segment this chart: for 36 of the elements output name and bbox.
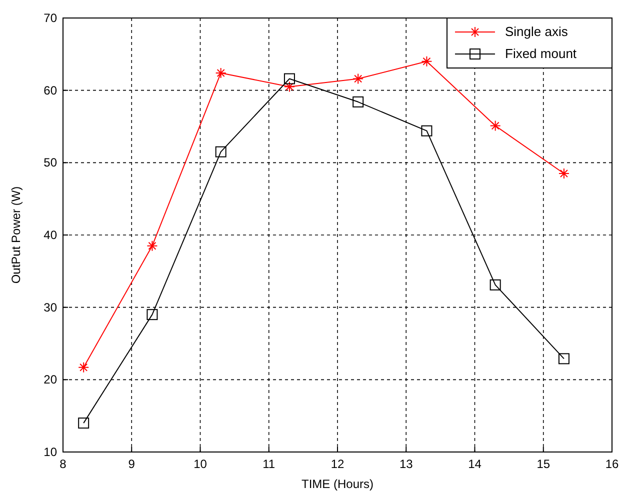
x-tick-label: 15 xyxy=(536,457,550,471)
x-tick-label: 13 xyxy=(399,457,414,471)
point xyxy=(284,73,295,84)
point xyxy=(558,168,570,180)
point xyxy=(558,353,570,364)
x-tick-label: 14 xyxy=(468,457,482,471)
x-tick-label: 10 xyxy=(194,457,208,471)
x-tick-label: 11 xyxy=(262,457,276,471)
legend-label: Single axis xyxy=(505,24,568,39)
y-axis-title: OutPut Power (W) xyxy=(9,186,23,284)
y-tick-label: 50 xyxy=(44,156,58,170)
point xyxy=(215,67,226,78)
legend-label: Fixed mount xyxy=(505,46,577,61)
x-tick-label: 12 xyxy=(330,457,344,471)
y-tick-label: 60 xyxy=(44,83,58,98)
point xyxy=(490,279,501,290)
point xyxy=(352,73,364,84)
y-tick-label: 20 xyxy=(44,372,58,387)
point xyxy=(78,362,90,373)
point xyxy=(421,56,432,67)
x-tick-label: 9 xyxy=(128,457,136,471)
point xyxy=(352,96,364,108)
point xyxy=(284,81,295,92)
x-tick-label: 8 xyxy=(60,457,67,471)
y-tick-label: 30 xyxy=(44,300,58,314)
point xyxy=(146,309,158,320)
point xyxy=(490,120,501,132)
point xyxy=(146,240,158,252)
y-tick-label: 10 xyxy=(44,445,58,459)
point xyxy=(215,146,226,158)
y-tick-label: 70 xyxy=(44,11,58,25)
y-tick-label: 40 xyxy=(44,228,58,242)
x-axis-title: TIME (Hours) xyxy=(302,477,374,491)
point xyxy=(421,125,432,136)
x-tick-label: 16 xyxy=(605,457,619,471)
point xyxy=(78,418,90,429)
